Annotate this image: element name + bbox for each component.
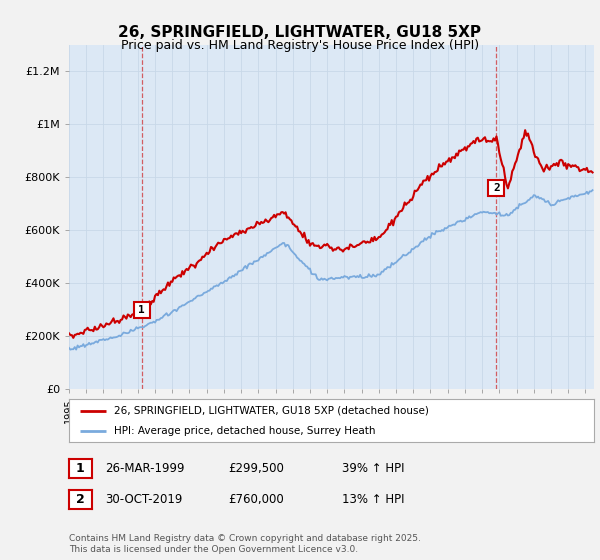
Text: 39% ↑ HPI: 39% ↑ HPI <box>342 462 404 475</box>
Text: 2: 2 <box>493 183 500 193</box>
Text: Price paid vs. HM Land Registry's House Price Index (HPI): Price paid vs. HM Land Registry's House … <box>121 39 479 52</box>
Text: 13% ↑ HPI: 13% ↑ HPI <box>342 493 404 506</box>
Text: Contains HM Land Registry data © Crown copyright and database right 2025.
This d: Contains HM Land Registry data © Crown c… <box>69 534 421 554</box>
Text: 26, SPRINGFIELD, LIGHTWATER, GU18 5XP (detached house): 26, SPRINGFIELD, LIGHTWATER, GU18 5XP (d… <box>113 405 428 416</box>
Text: 30-OCT-2019: 30-OCT-2019 <box>105 493 182 506</box>
Text: 2: 2 <box>76 493 85 506</box>
Text: 1: 1 <box>76 462 85 475</box>
Text: 26-MAR-1999: 26-MAR-1999 <box>105 462 185 475</box>
Text: 1: 1 <box>139 305 145 315</box>
Text: HPI: Average price, detached house, Surrey Heath: HPI: Average price, detached house, Surr… <box>113 426 375 436</box>
Text: £760,000: £760,000 <box>228 493 284 506</box>
Text: 26, SPRINGFIELD, LIGHTWATER, GU18 5XP: 26, SPRINGFIELD, LIGHTWATER, GU18 5XP <box>119 25 482 40</box>
Text: £299,500: £299,500 <box>228 462 284 475</box>
